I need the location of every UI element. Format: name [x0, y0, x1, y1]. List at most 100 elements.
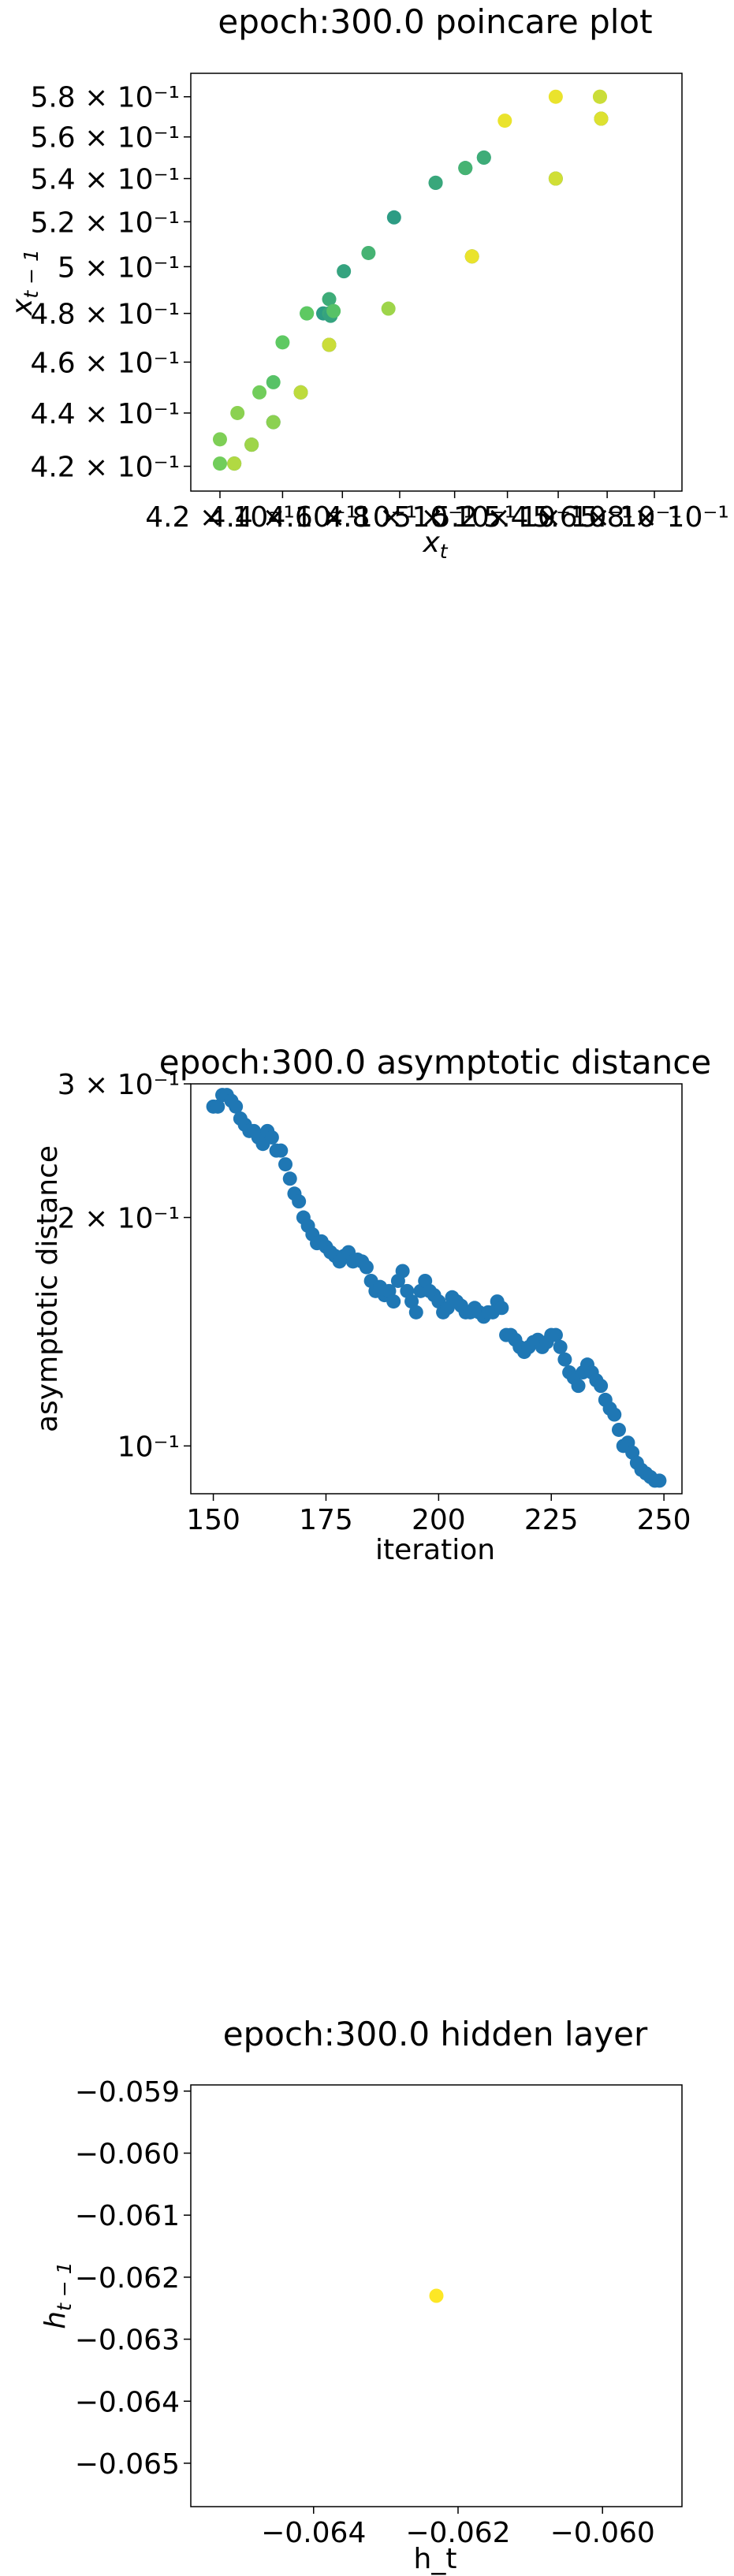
- y-tick-label: −0.059: [75, 2076, 180, 2109]
- scatter-point: [408, 1305, 423, 1320]
- scatter-point: [322, 292, 337, 307]
- asymptotic-points: [206, 1088, 667, 1488]
- scatter-point: [428, 175, 443, 190]
- scatter-point: [386, 210, 401, 225]
- x-tick: 4.2 × 10⁻¹: [145, 491, 295, 534]
- scatter-point: [300, 306, 315, 321]
- scatter-point: [292, 1194, 307, 1209]
- x-tick: 4.4 × 10⁻¹: [208, 491, 358, 534]
- x-tick-label: 4.6 × 10⁻¹: [268, 501, 418, 534]
- y-tick-label: −0.063: [75, 2325, 180, 2357]
- x-tick-label: 150: [186, 1504, 240, 1536]
- y-tick: 5.2 × 10⁻¹: [30, 207, 191, 239]
- y-tick: 10⁻¹: [117, 1431, 191, 1463]
- scatter-point: [386, 1294, 401, 1309]
- x-tick-label: 5.8 × 10⁻¹: [579, 501, 729, 534]
- x-tick-label: 5.2 × 10⁻¹: [433, 501, 583, 534]
- y-tick: 4.8 × 10⁻¹: [30, 299, 191, 331]
- y-tick-label: −0.062: [75, 2262, 180, 2295]
- scatter-point: [326, 303, 341, 318]
- scatter-point: [212, 432, 227, 447]
- scatter-point: [212, 456, 227, 471]
- y-tick-label: 5.6 × 10⁻¹: [30, 122, 180, 154]
- scatter-point: [278, 1157, 293, 1172]
- scatter-point: [230, 405, 245, 420]
- x-tick: 5.4 × 10⁻¹: [483, 491, 633, 534]
- y-tick: −0.064: [75, 2386, 191, 2418]
- scatter-point: [293, 385, 308, 400]
- scatter-point: [395, 1264, 410, 1279]
- hidden-layer-y-label: ht − 1: [39, 2261, 76, 2328]
- asymptotic-x-ticks: 150 175 200 225 250: [186, 1494, 691, 1536]
- y-tick: 5.6 × 10⁻¹: [30, 122, 191, 154]
- scatter-point: [227, 456, 242, 471]
- x-tick-label: 4.4 × 10⁻¹: [208, 501, 358, 534]
- y-tick-label: −0.064: [75, 2386, 180, 2418]
- y-tick-label: −0.060: [75, 2139, 180, 2171]
- scatter-point: [404, 1294, 419, 1309]
- hidden-layer-plot-area: [190, 2084, 683, 2507]
- y-tick: −0.060: [75, 2139, 191, 2171]
- x-tick: 5.8 × 10⁻¹: [579, 491, 729, 534]
- x-tick: 5.2 × 10⁻¹: [433, 491, 583, 534]
- scatter-point: [266, 374, 281, 389]
- x-tick: 200: [412, 1494, 466, 1536]
- scatter-point: [274, 1143, 289, 1158]
- y-tick: −0.059: [75, 2076, 191, 2109]
- hidden-layer-chart: epoch:300.0 hidden layer −0.064 −0.062 −0.…: [39, 2015, 683, 2575]
- x-tick: 150: [186, 1494, 240, 1536]
- y-tick-label: 5.2 × 10⁻¹: [30, 207, 180, 239]
- scatter-point: [252, 385, 267, 400]
- scatter-point: [275, 335, 290, 350]
- y-tick-label: −0.065: [75, 2448, 180, 2481]
- poincare-points: [212, 89, 609, 471]
- scatter-point: [381, 301, 396, 316]
- y-tick-label: 10⁻¹: [117, 1431, 180, 1463]
- x-tick: −0.062: [405, 2507, 511, 2549]
- x-tick-label: −0.062: [405, 2517, 510, 2549]
- y-tick: −0.061: [75, 2200, 191, 2232]
- poincare-y-ticks: 4.2 × 10⁻¹ 4.4 × 10⁻¹ 4.6 × 10⁻¹ 4.8 × 10⁻¹…: [30, 82, 191, 484]
- scatter-point: [607, 1407, 622, 1422]
- asymptotic-y-ticks: 10⁻¹ 2 × 10⁻¹ 3 × 10⁻¹: [58, 1069, 191, 1463]
- scatter-point: [361, 245, 376, 260]
- x-tick: 175: [299, 1494, 353, 1536]
- y-tick: 4.2 × 10⁻¹: [30, 452, 191, 484]
- scatter-point: [211, 1099, 225, 1114]
- scatter-point: [652, 1473, 667, 1488]
- x-tick: 4.6 × 10⁻¹: [268, 491, 418, 534]
- asymptotic-plot-area: [190, 1083, 683, 1495]
- x-tick-label: 5 × 10⁻¹: [393, 501, 516, 534]
- scatter-point: [494, 1301, 509, 1316]
- hidden-layer-x-ticks: −0.064 −0.062 −0.060: [261, 2507, 655, 2549]
- scatter-point: [497, 114, 512, 128]
- scatter-point: [557, 1352, 572, 1367]
- y-tick-label: 2 × 10⁻¹: [58, 1203, 180, 1235]
- y-tick: 4.4 × 10⁻¹: [30, 398, 191, 430]
- scatter-point: [337, 264, 352, 279]
- scatter-point: [244, 437, 259, 452]
- scatter-point: [282, 1171, 297, 1186]
- x-tick: −0.064: [261, 2507, 366, 2549]
- poincare-chart: epoch:300.0 poincare plot 4.2 × 10⁻¹4.4 …: [6, 2, 729, 563]
- y-tick-label: 5.8 × 10⁻¹: [30, 82, 180, 114]
- y-tick: −0.062: [75, 2262, 191, 2295]
- y-tick-label: 4.4 × 10⁻¹: [30, 398, 180, 430]
- y-tick: 4.6 × 10⁻¹: [30, 347, 191, 379]
- x-tick: −0.060: [550, 2507, 655, 2549]
- scatter-point: [594, 111, 609, 126]
- asymptotic-chart: epoch:300.0 asymptotic distance 150 175 20…: [32, 1043, 711, 1566]
- scatter-point: [553, 1339, 568, 1354]
- x-tick-label: 5.4 × 10⁻¹: [483, 501, 633, 534]
- scatter-point: [266, 415, 281, 430]
- y-tick: −0.065: [75, 2448, 191, 2481]
- x-tick-label: 200: [412, 1504, 466, 1536]
- scatter-point: [359, 1260, 374, 1275]
- scatter-point: [322, 337, 337, 352]
- x-tick-label: 225: [524, 1504, 579, 1536]
- x-tick-label: 5.6 × 10⁻¹: [532, 501, 682, 534]
- y-tick: 5.8 × 10⁻¹: [30, 82, 191, 114]
- y-tick: 2 × 10⁻¹: [58, 1203, 191, 1235]
- scatter-point: [611, 1422, 626, 1437]
- asymptotic-title: epoch:300.0 asymptotic distance: [159, 1043, 711, 1081]
